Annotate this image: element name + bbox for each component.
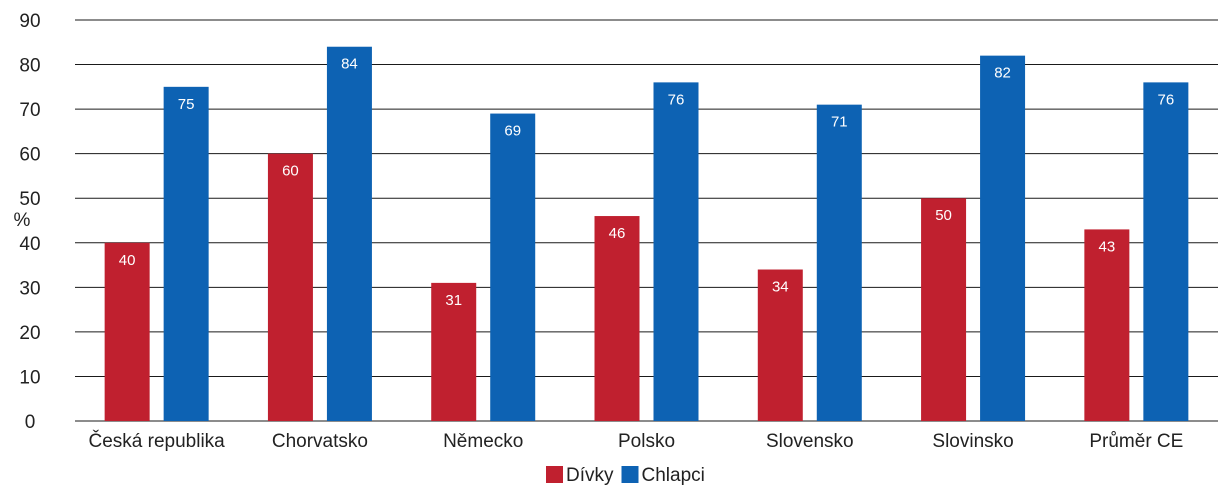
y-axis-title: % — [14, 210, 31, 231]
data-label: 46 — [609, 225, 626, 242]
bar-chlapci — [163, 86, 209, 421]
y-tick-label: 50 — [19, 189, 40, 210]
data-label: 76 — [1158, 91, 1175, 108]
x-category-label: Slovinsko — [932, 431, 1013, 452]
y-tick-label: 40 — [19, 234, 40, 255]
legend: Dívky Chlapci — [546, 465, 705, 486]
y-tick-label: 80 — [19, 56, 40, 77]
y-tick-label: 70 — [19, 100, 40, 121]
y-tick-label: 10 — [19, 367, 40, 388]
bar-divky — [594, 216, 640, 421]
data-label: 82 — [994, 65, 1011, 82]
gridlines — [75, 19, 1218, 422]
y-tick-label: 90 — [19, 11, 40, 32]
x-category-label: Německo — [443, 431, 523, 452]
legend-label: Chlapci — [642, 465, 705, 486]
legend-swatch — [621, 466, 639, 483]
x-category-label: Polsko — [618, 431, 675, 452]
data-label: 76 — [668, 91, 685, 108]
data-label: 75 — [178, 96, 195, 113]
bar-chlapci — [326, 46, 372, 421]
bar-divky — [104, 242, 150, 421]
x-category-label: Slovensko — [766, 431, 854, 452]
y-tick-label: 60 — [19, 145, 40, 166]
y-tick-label: 0 — [25, 412, 36, 433]
y-tick-label: 30 — [19, 278, 40, 299]
data-label: 60 — [282, 163, 299, 180]
data-label: 69 — [504, 123, 521, 140]
bar-divky — [267, 153, 313, 421]
data-label: 43 — [1099, 238, 1116, 255]
bar-divky — [1084, 229, 1130, 421]
x-axis-categories: Česká republika Chorvatsko Německo Polsko Sl… — [89, 430, 1184, 452]
bar-divky — [757, 269, 803, 421]
data-labels: 40 75 60 84 31 69 46 76 34 71 50 82 43 76 — [119, 56, 1174, 309]
x-category-label: Česká republika — [89, 430, 226, 452]
bar-chlapci — [980, 55, 1026, 422]
data-label: 40 — [119, 252, 136, 269]
data-label: 31 — [445, 292, 462, 309]
bar-chlapci — [653, 82, 699, 421]
data-label: 34 — [772, 279, 789, 296]
data-label: 50 — [935, 207, 952, 224]
data-label: 84 — [341, 56, 358, 73]
bar-chlapci — [1143, 82, 1189, 421]
y-tick-label: 20 — [19, 323, 40, 344]
x-category-label: Průměr CE — [1089, 431, 1183, 452]
x-category-label: Chorvatsko — [272, 431, 368, 452]
bar-divky — [921, 198, 967, 421]
bar-chlapci — [816, 104, 862, 422]
bar-divky — [431, 282, 477, 421]
legend-swatch — [546, 466, 563, 483]
bars — [104, 46, 1189, 422]
y-axis-ticks: 0 10 20 30 40 50 60 70 80 90 — [19, 11, 40, 433]
data-label: 71 — [831, 114, 848, 131]
bar-chlapci — [490, 113, 536, 422]
legend-label: Dívky — [566, 465, 614, 486]
